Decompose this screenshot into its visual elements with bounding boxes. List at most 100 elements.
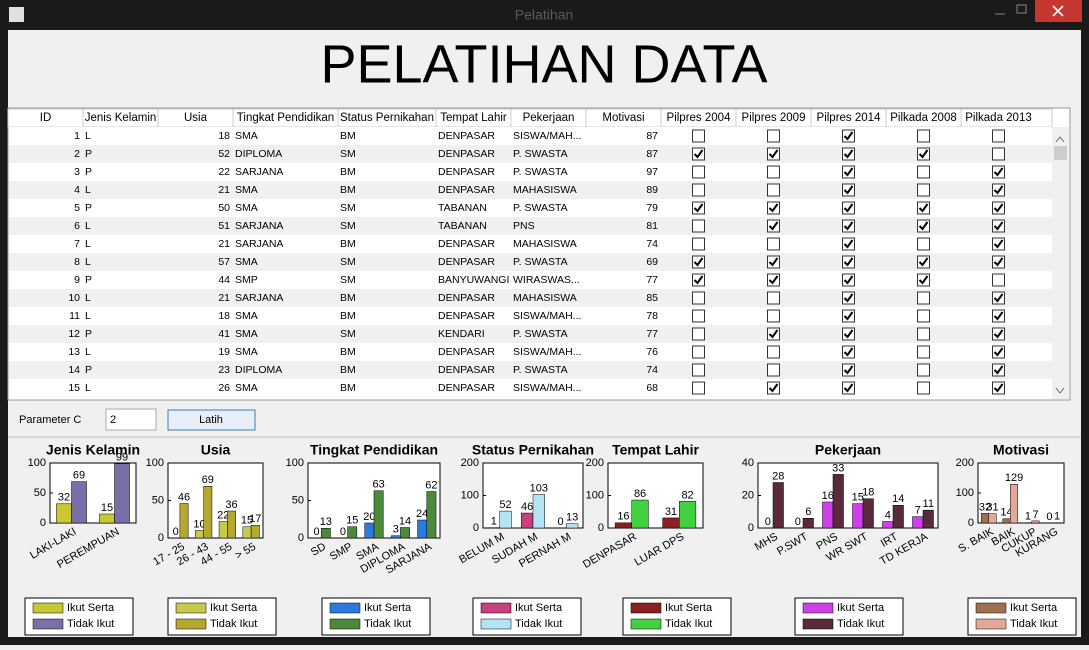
table-cell: SMA [235,256,258,268]
bar-value-label: 82 [681,489,693,501]
checkbox[interactable] [918,328,930,340]
checkbox[interactable] [918,238,930,250]
bar-value-label: 0 [795,516,801,528]
y-tick-label: 0 [748,522,754,534]
checkbox[interactable] [693,238,705,250]
table-cell: SMA [235,310,258,322]
bar [823,502,834,528]
checkbox[interactable] [693,382,705,394]
legend-swatch [481,603,511,613]
table-cell: 23 [218,364,230,376]
bar [251,525,259,538]
y-tick-label: 200 [956,457,974,469]
checkbox[interactable] [993,274,1005,286]
bar [243,527,251,538]
bar [365,523,374,538]
table-cell: SM [340,328,356,340]
checkbox[interactable] [693,292,705,304]
checkbox[interactable] [918,310,930,322]
table-cell: BM [340,238,356,250]
checkbox[interactable] [993,148,1005,160]
checkbox[interactable] [693,184,705,196]
column-header: Pilkada 2013 [965,112,1032,124]
bar-value-label: 31 [986,502,998,514]
table-cell: P [85,274,92,286]
table-cell: 21 [218,238,230,250]
checkbox[interactable] [918,184,930,196]
checkbox[interactable] [768,292,780,304]
bar-value-label: 14 [399,515,411,527]
bar [533,495,545,528]
bar-value-label: 0 [173,526,179,538]
bar-value-label: 20 [363,511,375,523]
bar [374,491,383,538]
checkbox[interactable] [693,328,705,340]
table-cell: 1 [74,130,80,142]
y-tick-label: 40 [742,457,754,469]
checkbox[interactable] [768,238,780,250]
column-header: Motivasi [602,112,644,124]
column-header: Tempat Lahir [440,112,507,124]
table-cell: MAHASISWA [513,238,577,250]
table-cell: L [85,346,91,358]
checkbox[interactable] [918,382,930,394]
table-cell: SARJANA [235,220,283,232]
checkbox[interactable] [693,310,705,322]
table-cell: 69 [646,256,658,268]
legend-label: Tidak Ikut [515,618,562,630]
checkbox[interactable] [993,130,1005,142]
table-cell: 97 [646,166,658,178]
checkbox[interactable] [918,346,930,358]
table-cell: DENPASAR [438,130,495,142]
bar [219,522,227,539]
bar [893,505,904,528]
table-cell: 52 [218,148,230,160]
checkbox[interactable] [768,346,780,358]
table-cell: SISWA/MAH... [513,382,581,394]
y-tick-label: 20 [742,489,754,501]
table-cell: L [85,292,91,304]
table-cell: DENPASAR [438,292,495,304]
bar-value-label: 32 [58,492,70,504]
checkbox[interactable] [693,364,705,376]
checkbox[interactable] [693,346,705,358]
checkbox[interactable] [693,220,705,232]
table-cell: 14 [68,364,80,376]
legend-label: Ikut Serta [1010,602,1058,614]
checkbox[interactable] [918,130,930,142]
table-cell: 9 [74,274,80,286]
bar-value-label: 16 [822,490,834,502]
table-cell: 11 [69,310,80,322]
table-cell: 18 [218,310,230,322]
table-cell: 44 [218,274,230,286]
table-cell: DENPASAR [438,184,495,196]
checkbox[interactable] [918,292,930,304]
table-cell: SMA [235,382,258,394]
table-cell: 87 [646,130,658,142]
bar-value-label: 1 [491,516,497,528]
checkbox[interactable] [768,166,780,178]
checkbox[interactable] [918,364,930,376]
table-cell: MAHASISWA [513,292,577,304]
y-tick-label: 50 [292,494,304,506]
bar-value-label: 31 [665,506,677,518]
checkbox[interactable] [768,364,780,376]
table-cell: 26 [218,382,230,394]
legend-label: Tidak Ikut [210,618,257,630]
bar [1003,519,1011,523]
checkbox[interactable] [768,310,780,322]
checkbox[interactable] [693,130,705,142]
checkbox[interactable] [693,166,705,178]
scroll-thumb[interactable] [1054,146,1067,160]
checkbox[interactable] [768,130,780,142]
table-cell: BM [340,364,356,376]
table-cell: P. SWASTA [513,256,568,268]
legend-label: Tidak Ikut [1010,618,1057,630]
checkbox[interactable] [918,166,930,178]
checkbox[interactable] [768,184,780,196]
scrollbar[interactable] [1052,127,1069,399]
parameter-value: 2 [110,414,116,426]
chart-title: Tingkat Pendidikan [310,442,438,458]
bar-value-label: 7 [1032,509,1038,521]
bar [72,482,87,523]
